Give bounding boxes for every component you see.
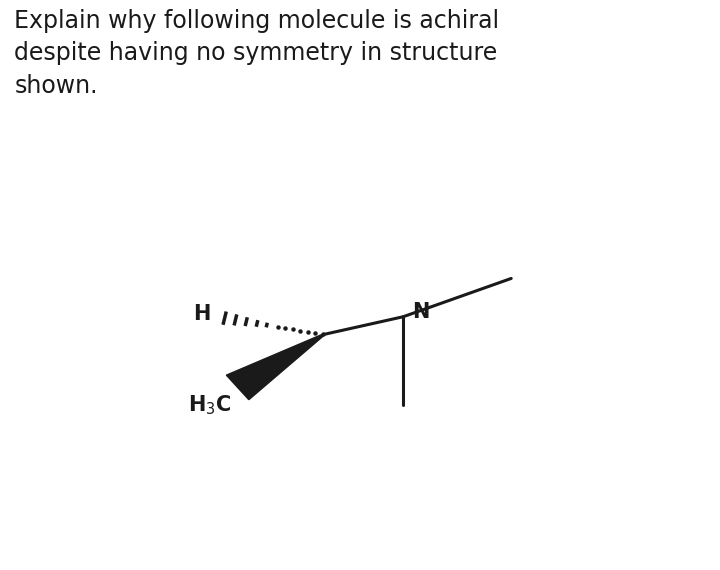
- Text: N: N: [412, 302, 429, 322]
- Text: Explain why following molecule is achiral
despite having no symmetry in structur: Explain why following molecule is achira…: [14, 9, 500, 97]
- Text: H$_3$C: H$_3$C: [189, 393, 232, 417]
- Polygon shape: [226, 334, 325, 400]
- Text: H: H: [193, 304, 210, 324]
